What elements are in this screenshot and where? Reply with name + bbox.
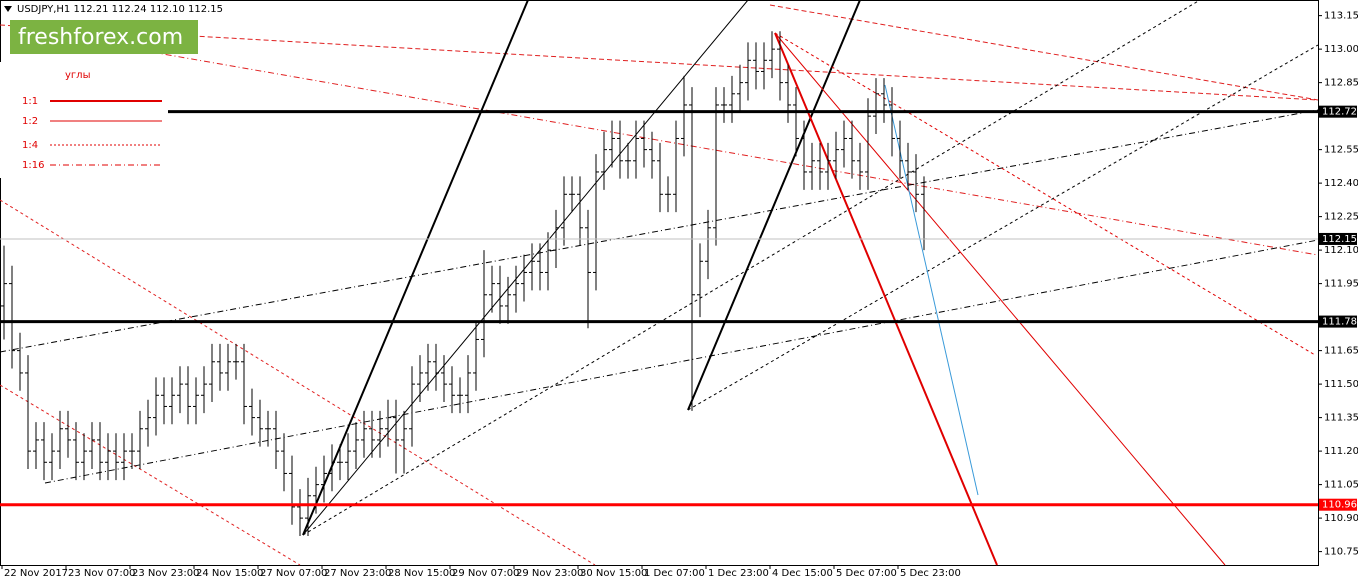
- logo: freshforex.com: [18, 25, 183, 50]
- y-tick-label: 111.50: [1324, 379, 1358, 390]
- y-tick-label: 111.35: [1324, 413, 1358, 424]
- legend-label: 1:4: [22, 140, 38, 151]
- trend-line: [0, 199, 596, 566]
- legend: 1:1 1:2 1:4 1:16: [22, 96, 162, 171]
- angle-line: [774, 32, 998, 566]
- x-tick-label: 29 Nov 07:00: [452, 568, 519, 579]
- price-bars: [1, 31, 927, 536]
- x-tick-label: 23 Nov 07:00: [68, 568, 135, 579]
- x-tick-label: 29 Nov 23:00: [516, 568, 583, 579]
- y-tick-label: 112.40: [1324, 178, 1358, 189]
- legend-label: 1:2: [22, 116, 38, 127]
- y-tick-label: 111.05: [1324, 480, 1358, 491]
- trend-line: [0, 24, 1319, 101]
- y-tick-label: 112.55: [1324, 145, 1358, 156]
- x-tick-label: 1 Dec 07:00: [644, 568, 705, 579]
- legend-title: углы: [65, 70, 90, 81]
- y-tick-label: 112.10: [1324, 245, 1358, 256]
- x-tick-label: 22 Nov 2017: [4, 568, 68, 579]
- x-tick-label: 4 Dec 15:00: [772, 568, 833, 579]
- legend-label: 1:16: [22, 160, 44, 171]
- levels: 112.15 112.72 111.78 110.96: [0, 105, 1357, 511]
- level-label: 111.78: [1322, 317, 1357, 328]
- y-tick-label: 111.95: [1324, 279, 1358, 290]
- x-tick-label: 30 Nov 15:00: [580, 568, 647, 579]
- x-tick-label: 28 Nov 15:00: [388, 568, 455, 579]
- trend-line: [687, 44, 1319, 411]
- price-label: 112.15: [1322, 234, 1357, 245]
- y-tick-label: 110.90: [1324, 513, 1358, 524]
- trend-line: [0, 384, 301, 566]
- x-tick-label: 24 Nov 15:00: [196, 568, 263, 579]
- chart-title: USDJPY,H1 112.21 112.24 112.10 112.15: [17, 4, 223, 15]
- y-tick-label: 113.00: [1324, 44, 1358, 55]
- level-label: 110.96: [1322, 500, 1357, 511]
- legend-label: 1:1: [22, 96, 38, 107]
- angle-line: [774, 32, 1226, 566]
- y-tick-label: 112.25: [1324, 212, 1358, 223]
- trend-line: [687, 0, 861, 411]
- plot-frame: [0, 0, 1319, 566]
- x-tick-label: 5 Dec 23:00: [900, 568, 961, 579]
- x-tick-label: 27 Nov 23:00: [324, 568, 391, 579]
- trend-line: [769, 4, 1319, 101]
- level-label: 112.72: [1322, 107, 1357, 118]
- x-tick-label: 1 Dec 23:00: [708, 568, 769, 579]
- trend-line: [44, 239, 1319, 484]
- level-label-box: [1319, 315, 1357, 328]
- y-tick-label: 112.85: [1324, 78, 1358, 89]
- y-tick-label: 110.75: [1324, 547, 1358, 558]
- logo-box: [10, 20, 198, 54]
- price-label-box: [1319, 232, 1357, 245]
- legend-box: [0, 62, 168, 178]
- level-label-box: [1319, 498, 1357, 511]
- trend-line: [139, 49, 1319, 256]
- x-tick-label: 5 Dec 07:00: [836, 568, 897, 579]
- x-tick-label: 27 Nov 07:00: [260, 568, 327, 579]
- trend-line: [302, 0, 749, 536]
- trend-line: [0, 109, 1319, 353]
- trend-line: [302, 0, 1201, 536]
- angle-line: [774, 32, 1316, 356]
- y-tick-label: 111.20: [1324, 446, 1358, 457]
- level-label-box: [1319, 105, 1357, 118]
- y-tick-label: 113.15: [1324, 11, 1358, 22]
- x-tick-label: 23 Nov 23:00: [132, 568, 199, 579]
- menu-triangle: [4, 6, 12, 12]
- y-tick-label: 111.65: [1324, 346, 1358, 357]
